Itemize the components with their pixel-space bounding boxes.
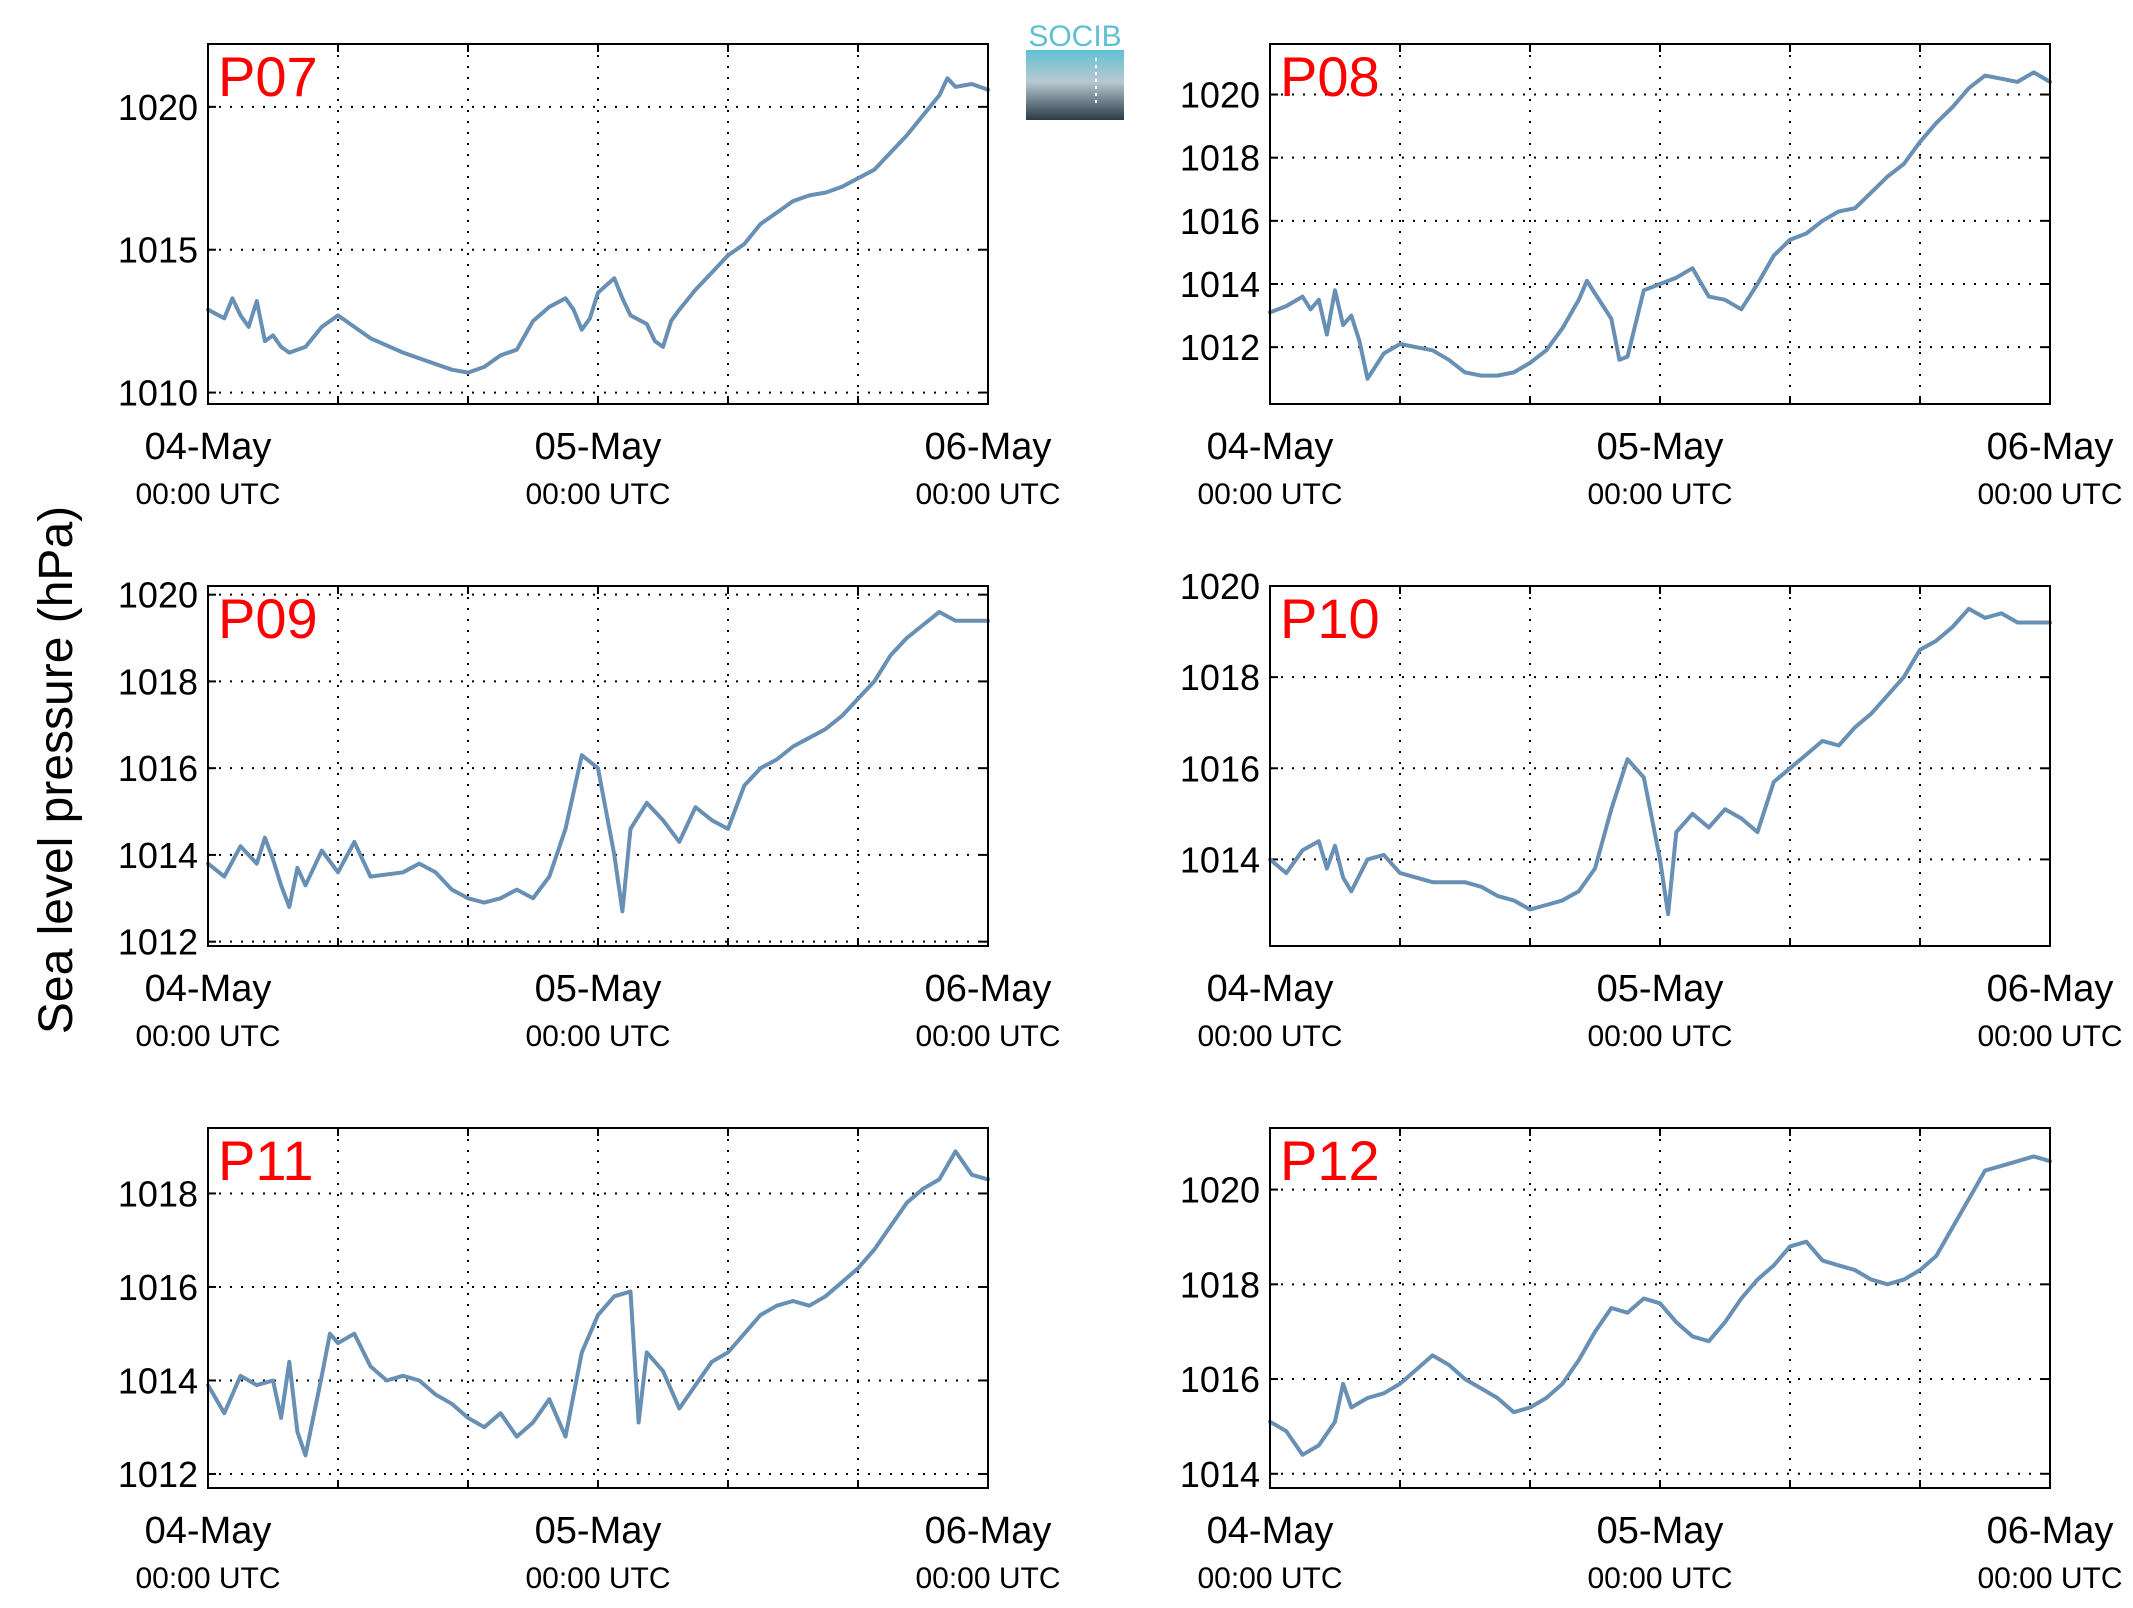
svg-text:SOCIB: SOCIB xyxy=(1028,20,1121,53)
x-tick-label-time: 00:00 UTC xyxy=(1977,478,2122,511)
station-label: P11 xyxy=(218,1129,313,1192)
x-tick-label-time: 00:00 UTC xyxy=(1587,1020,1732,1053)
plot-frame xyxy=(207,43,989,405)
x-tick-label-time: 00:00 UTC xyxy=(1977,1020,2122,1053)
y-tick-label: 1014 xyxy=(1180,1454,1260,1495)
station-label: P12 xyxy=(1280,1129,1380,1192)
y-tick-label: 1016 xyxy=(118,1267,198,1308)
plot-area xyxy=(208,1128,988,1488)
y-tick-label: 1014 xyxy=(1180,839,1260,880)
x-tick-label-day: 05-May xyxy=(1597,968,1724,1010)
y-tick-label: 1020 xyxy=(1180,1170,1260,1211)
station-label: P10 xyxy=(1280,587,1380,650)
x-tick-label-time: 00:00 UTC xyxy=(1587,1562,1732,1595)
y-tick-label: 1018 xyxy=(118,661,198,702)
x-tick-label-day: 06-May xyxy=(1987,1510,2114,1552)
y-tick-label: 1010 xyxy=(118,373,198,414)
x-tick-label-day: 04-May xyxy=(1207,968,1334,1010)
x-tick-label-day: 06-May xyxy=(925,968,1052,1010)
y-tick-label: 1016 xyxy=(1180,1359,1260,1400)
x-tick-label-time: 00:00 UTC xyxy=(915,478,1060,511)
x-tick-label-time: 00:00 UTC xyxy=(135,478,280,511)
y-tick-label: 1016 xyxy=(1180,201,1260,242)
x-tick-label-day: 05-May xyxy=(535,426,662,468)
pressure-line xyxy=(1268,606,2052,917)
x-tick-label-time: 00:00 UTC xyxy=(915,1562,1060,1595)
x-tick-label-time: 00:00 UTC xyxy=(525,1562,670,1595)
y-tick-label: 1020 xyxy=(118,87,198,128)
chart-panel-p11: 1012 1014 1016 1018 P11 04-May 00:00 UTC 05-May… xyxy=(118,1127,1061,1595)
plot-frame xyxy=(1269,43,2051,405)
y-tick-label: 1016 xyxy=(118,748,198,789)
x-tick-label-time: 00:00 UTC xyxy=(915,1020,1060,1053)
y-tick-label: 1014 xyxy=(118,835,198,876)
x-tick-label-day: 06-May xyxy=(1987,426,2114,468)
chart-panel-p12: 1014 1016 1018 1020 P12 04-May 00:00 UTC 05-May… xyxy=(1180,1127,2123,1595)
y-tick-label: 1015 xyxy=(118,230,198,271)
y-tick-label: 1020 xyxy=(1180,75,1260,116)
y-tick-label: 1018 xyxy=(1180,657,1260,698)
pressure-line xyxy=(206,1149,990,1458)
x-tick-label-day: 04-May xyxy=(1207,1510,1334,1552)
chart-panel-p07: 1010 1015 1020 P07 04-May 00:00 UTC 05-May 00:0… xyxy=(118,43,1061,511)
y-tick-label: 1014 xyxy=(118,1360,198,1401)
x-tick-label-day: 06-May xyxy=(1987,968,2114,1010)
x-tick-label-time: 00:00 UTC xyxy=(1977,1562,2122,1595)
y-tick-label: 1018 xyxy=(118,1173,198,1214)
y-tick-label: 1012 xyxy=(1180,327,1260,368)
station-label: P07 xyxy=(218,45,318,108)
chart-panel-p09: 1012 1014 1016 1018 1020 P09 04-May 00:00 UTC 05… xyxy=(118,575,1061,1053)
x-tick-label-time: 00:00 UTC xyxy=(525,478,670,511)
x-tick-label-day: 06-May xyxy=(925,426,1052,468)
y-tick-label: 1020 xyxy=(118,575,198,616)
plot-frame xyxy=(1269,1127,2051,1489)
plot-frame xyxy=(207,585,989,947)
x-tick-label-day: 05-May xyxy=(1597,1510,1724,1552)
x-tick-label-day: 04-May xyxy=(1207,426,1334,468)
x-tick-label-time: 00:00 UTC xyxy=(525,1020,670,1053)
y-tick-label: 1016 xyxy=(1180,748,1260,789)
x-tick-label-day: 04-May xyxy=(145,968,272,1010)
x-tick-label-day: 04-May xyxy=(145,426,272,468)
y-tick-label: 1018 xyxy=(1180,1264,1260,1305)
chart-panel-p10: 1014 1016 1018 1020 P10 04-May 00:00 UTC 05-May… xyxy=(1180,566,2123,1053)
plot-area xyxy=(1270,586,2050,946)
x-tick-label-day: 06-May xyxy=(925,1510,1052,1552)
x-tick-label-day: 05-May xyxy=(535,1510,662,1552)
x-tick-label-time: 00:00 UTC xyxy=(1197,1020,1342,1053)
x-tick-label-time: 00:00 UTC xyxy=(1587,478,1732,511)
socib-logo: SOCIB xyxy=(1026,20,1124,120)
x-tick-label-time: 00:00 UTC xyxy=(135,1562,280,1595)
y-axis-label: Sea level pressure (hPa) xyxy=(30,506,83,1034)
x-tick-label-day: 05-May xyxy=(1597,426,1724,468)
plot-frame xyxy=(1269,585,2051,947)
y-tick-label: 1012 xyxy=(118,922,198,963)
x-tick-label-day: 04-May xyxy=(145,1510,272,1552)
x-tick-label-day: 05-May xyxy=(535,968,662,1010)
y-tick-label: 1014 xyxy=(1180,264,1260,305)
chart-panel-p08: 1012 1014 1016 1018 1020 P08 04-May 00:00 UTC 05… xyxy=(1180,43,2123,511)
pressure-line xyxy=(1268,1154,2052,1457)
station-label: P08 xyxy=(1280,45,1380,108)
x-tick-label-time: 00:00 UTC xyxy=(1197,478,1342,511)
pressure-line xyxy=(206,76,990,375)
plot-area xyxy=(1270,1128,2050,1488)
plot-area xyxy=(208,44,988,404)
station-label: P09 xyxy=(218,587,318,650)
x-tick-label-time: 00:00 UTC xyxy=(1197,1562,1342,1595)
y-tick-label: 1012 xyxy=(118,1454,198,1495)
y-tick-label: 1020 xyxy=(1180,566,1260,607)
pressure-line xyxy=(1268,70,2052,381)
pressure-line xyxy=(206,610,990,914)
y-tick-label: 1018 xyxy=(1180,138,1260,179)
plot-frame xyxy=(207,1127,989,1489)
x-tick-label-time: 00:00 UTC xyxy=(135,1020,280,1053)
